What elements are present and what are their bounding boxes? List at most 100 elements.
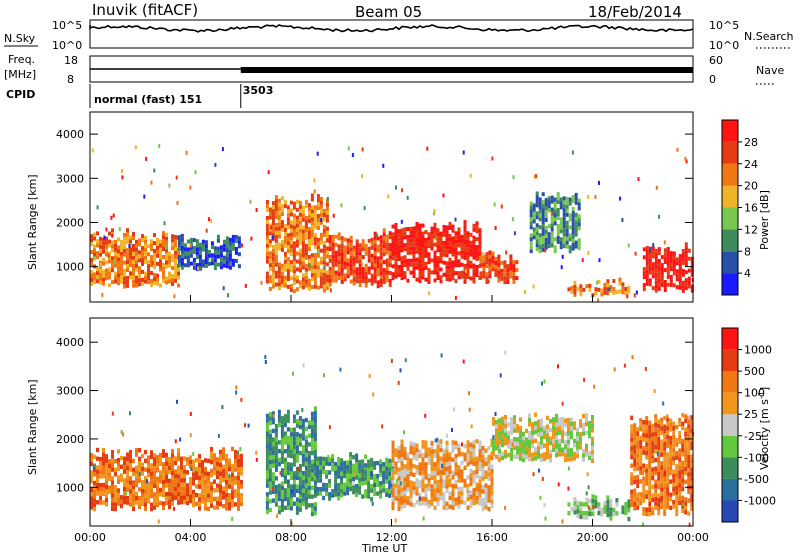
echo-cell [123,465,126,470]
echo-cell [177,465,180,470]
echo-cell [663,476,667,482]
echo-cell [111,454,114,459]
echo-cell [180,465,183,470]
echo-cell [286,277,290,281]
echo-scatter [214,162,217,167]
echo-cell [307,278,311,283]
echo-cell [126,474,129,479]
echo-cell [231,472,234,478]
echo-cell [573,497,577,502]
echo-cell [132,271,135,276]
echo-cell [346,270,350,275]
echo-cell [547,240,551,245]
echo-cell [186,492,189,497]
echo-cell [684,436,688,441]
echo-cell [120,279,123,284]
echo-cell [397,237,401,242]
echo-cell [177,496,180,501]
echo-cell [597,506,601,511]
echo-cell [663,252,667,257]
echo-cell [96,469,99,474]
echo-cell [301,237,305,242]
echo-cell [289,501,293,507]
echo-cell [346,490,350,496]
echo-scatter [361,174,363,179]
echo-cell [192,246,196,250]
echo-cell [642,498,646,503]
echo-cell [528,457,531,462]
echo-cell [204,475,207,480]
echo-cell [687,489,691,494]
echo-scatter [587,250,590,255]
echo-cell [478,244,482,249]
echo-cell [96,482,99,488]
echo-cell [445,233,449,238]
echo-cell [412,472,416,478]
echo-cell [657,251,661,255]
echo-cell [265,413,269,419]
echo-cell [277,226,281,231]
echo-cell [274,234,278,239]
echo-cell [427,252,431,257]
echo-scatter [112,213,115,218]
echo-cell [481,472,485,477]
echo-cell [313,264,317,269]
echo-cell [268,438,272,443]
echo-scatter [598,258,601,263]
echo-cell [289,260,293,265]
echo-cell [525,454,528,460]
echo-cell [295,287,299,292]
echo-cell [316,202,320,207]
echo-cell [457,495,461,501]
echo-cell [159,479,162,484]
echo-cell [397,489,401,494]
echo-cell [430,458,434,463]
echo-cell [307,246,311,251]
echo-cell [573,280,577,285]
nave-tick-bottom: 0 [709,73,716,86]
echo-cell [487,493,491,499]
echo-cell [358,283,362,288]
echo-scatter [500,204,503,209]
echo-cell [418,449,422,454]
echo-cell [654,252,658,257]
echo-cell [660,430,664,436]
echo-cell [177,255,181,259]
echo-cell [669,427,673,432]
echo-cell [346,258,350,263]
echo-cell [331,467,335,472]
echo-cell [361,278,365,283]
echo-cell [516,437,519,442]
echo-cell [283,475,287,480]
echo-cell [195,466,198,472]
echo-cell [651,467,655,472]
echo-cell [433,505,437,511]
echo-cell [292,471,296,476]
echo-cell [340,484,344,489]
echo-cell [331,462,335,468]
echo-cell [292,213,296,218]
echo-cell [346,246,350,251]
echo-cell [681,425,685,431]
echo-cell [492,451,495,457]
echo-cell [663,450,667,455]
echo-cell [289,453,293,459]
echo-cell [322,252,326,257]
echo-cell [549,440,552,446]
echo-scatter [684,156,687,161]
echo-cell [531,430,534,436]
echo-cell [207,471,210,477]
echo-cell [478,497,482,502]
echo-cell [556,216,560,220]
echo-cell [485,252,489,257]
echo-cell [627,289,631,294]
echo-cell [379,271,383,276]
echo-cell [562,224,566,229]
echo-cell [156,281,159,286]
echo-cell [451,268,455,273]
echo-cell [165,492,168,497]
echo-cell [382,483,386,489]
echo-cell [349,267,353,272]
echo-cell [132,244,135,248]
echo-cell [445,245,449,250]
